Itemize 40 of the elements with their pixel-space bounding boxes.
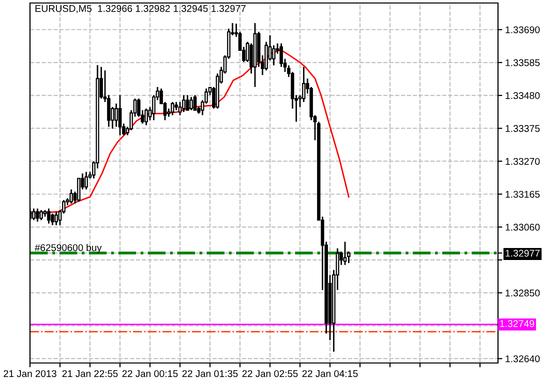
y-tick-label: 1.33690 bbox=[506, 26, 540, 34]
y-tick-label: 1.32640 bbox=[506, 355, 540, 362]
y-tick-label: 1.33585 bbox=[506, 59, 540, 66]
y-tick-label: 1.32850 bbox=[506, 290, 540, 296]
candlestick bbox=[50, 212, 54, 226]
x-tick-label: 22 Jan 02:55 bbox=[242, 370, 298, 378]
y-tick-label: 1.33270 bbox=[506, 158, 540, 165]
y-tick-label: 1.33060 bbox=[506, 224, 540, 231]
candlestick bbox=[36, 208, 40, 222]
candlestick bbox=[77, 178, 80, 202]
candlestick bbox=[343, 241, 347, 266]
candlestick bbox=[47, 208, 50, 224]
candlestick bbox=[70, 188, 73, 204]
candlestick bbox=[84, 171, 88, 190]
y-tick-label: 1.33480 bbox=[506, 92, 540, 100]
x-tick-label: 21 Jan 22:55 bbox=[62, 370, 118, 378]
y-tick-label: 1.33375 bbox=[506, 125, 540, 132]
candlestick bbox=[40, 209, 43, 221]
candlestick bbox=[32, 208, 36, 221]
candlestick bbox=[280, 42, 283, 68]
y-tick-label: 1.32977 bbox=[506, 250, 540, 257]
candlestick bbox=[302, 66, 306, 103]
ref-line-label: #62590600 buy bbox=[34, 244, 102, 254]
candlestick bbox=[118, 94, 122, 136]
x-tick-label: 22 Jan 00:15 bbox=[122, 370, 178, 378]
chart-title: EURUSD,M5 1.32966 1.32982 1.32945 1.32977 bbox=[35, 5, 246, 14]
candlestick bbox=[190, 96, 193, 111]
x-tick-label: 22 Jan 01:35 bbox=[182, 370, 238, 378]
candlestick bbox=[54, 210, 58, 226]
candlestick bbox=[114, 102, 118, 128]
candlestick bbox=[186, 94, 190, 111]
candlestick bbox=[144, 108, 148, 126]
candlestick bbox=[193, 94, 197, 111]
ref-line-label: 1.32749 bbox=[500, 320, 534, 328]
x-tick-label: 21 Jan 2013 bbox=[4, 370, 56, 378]
candlestick bbox=[170, 101, 174, 116]
candlestick bbox=[272, 44, 276, 66]
candlestick bbox=[182, 94, 186, 113]
x-tick-label: 22 Jan 04:15 bbox=[302, 370, 358, 378]
y-tick-label: 1.33165 bbox=[506, 190, 540, 198]
